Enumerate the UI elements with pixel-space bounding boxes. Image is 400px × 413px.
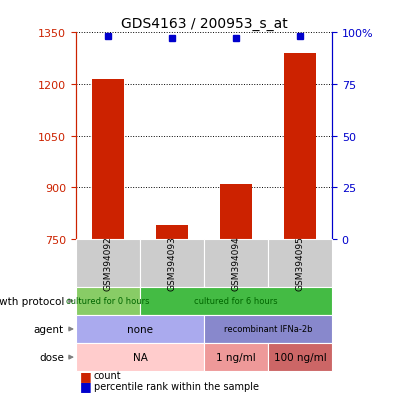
Text: ■: ■ — [80, 369, 92, 382]
Bar — [92, 79, 124, 240]
Text: count: count — [94, 370, 122, 380]
Text: GSM394095: GSM394095 — [296, 236, 304, 291]
Bar — [220, 185, 252, 240]
Text: GSM394092: GSM394092 — [104, 236, 112, 291]
Text: GSM394093: GSM394093 — [168, 236, 176, 291]
Text: recombinant IFNa-2b: recombinant IFNa-2b — [224, 325, 312, 334]
Bar — [284, 54, 316, 240]
Text: GSM394094: GSM394094 — [232, 236, 240, 291]
Text: 1 ng/ml: 1 ng/ml — [216, 352, 256, 362]
Text: agent: agent — [34, 324, 64, 334]
Text: cultured for 0 hours: cultured for 0 hours — [66, 297, 150, 306]
Text: growth protocol: growth protocol — [0, 296, 64, 306]
Title: GDS4163 / 200953_s_at: GDS4163 / 200953_s_at — [121, 17, 287, 31]
Text: cultured for 6 hours: cultured for 6 hours — [194, 297, 278, 306]
Text: none: none — [127, 324, 153, 334]
Text: NA: NA — [132, 352, 148, 362]
Text: 100 ng/ml: 100 ng/ml — [274, 352, 326, 362]
Bar — [156, 226, 188, 240]
Text: ■: ■ — [80, 379, 92, 392]
Text: percentile rank within the sample: percentile rank within the sample — [94, 381, 259, 391]
Text: dose: dose — [39, 352, 64, 362]
